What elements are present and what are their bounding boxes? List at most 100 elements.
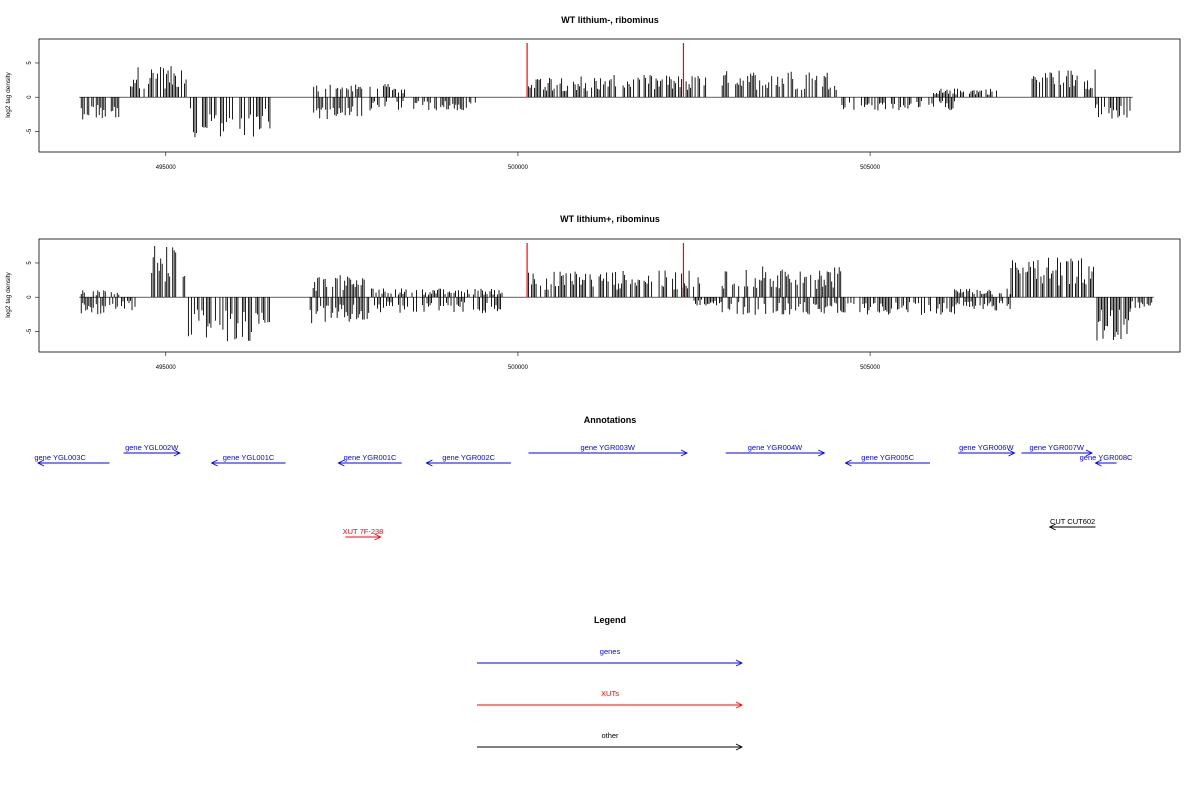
density-segment	[528, 270, 701, 298]
feature-gene: gene YGR008C	[1080, 453, 1133, 467]
y-tick-label: 0	[27, 295, 33, 299]
feature-label: gene YGR006W	[959, 443, 1014, 452]
feature-arrow	[528, 449, 688, 457]
density-segment	[369, 84, 405, 98]
y-tick-label: 5	[27, 61, 33, 65]
feature-arrow	[337, 459, 402, 467]
feature-label: gene YGR008C	[1080, 453, 1133, 462]
density-segment	[313, 84, 363, 98]
density-segment	[841, 97, 955, 111]
legend-arrow	[477, 743, 744, 751]
feature-arrow	[123, 449, 181, 457]
density-bars	[79, 243, 1154, 342]
x-tick-label: 500000	[508, 165, 529, 171]
feature-gene: gene YGR001C	[337, 453, 402, 467]
x-axis: 495000 500000 505000	[156, 152, 881, 171]
feature-arrow	[725, 449, 826, 457]
feature-arrow	[844, 459, 930, 467]
x-tick-label: 505000	[860, 165, 881, 171]
feature-gene: gene YGR002C	[425, 453, 511, 467]
density-segment	[955, 297, 1011, 311]
feature-gene: gene YGR007W	[1021, 443, 1093, 457]
density-segment	[189, 97, 271, 138]
legend-title: Legend	[594, 615, 626, 625]
feature-label: XUT 7F-238	[343, 527, 384, 536]
density-segment	[313, 97, 363, 120]
density-segment	[841, 297, 955, 315]
track-panel-lithium-minus: WT lithium-, ribominus log2 tag density …	[5, 15, 1181, 171]
feature-arrow	[958, 449, 1016, 457]
density-segment	[721, 71, 837, 98]
density-segment	[80, 290, 120, 298]
feature-arrow	[36, 459, 110, 467]
y-axis: -5 0 5	[27, 261, 39, 334]
feature-arrow	[1021, 449, 1093, 457]
feature-label: gene YGL002W	[125, 443, 179, 452]
feature-label: gene YGR003W	[580, 443, 635, 452]
feature-gene: gene YGL001C	[210, 453, 286, 467]
feature-gene: gene YGR004W	[725, 443, 826, 457]
density-segment	[933, 88, 997, 98]
legend-arrow	[477, 659, 744, 667]
density-bars	[79, 43, 1133, 138]
feature-arrow	[425, 459, 511, 467]
y-tick-label: -5	[27, 128, 33, 134]
y-axis: -5 0 5	[27, 61, 39, 134]
legend-item: XUTs	[477, 689, 744, 709]
legend-label: XUTs	[601, 689, 619, 698]
density-segment	[528, 74, 707, 98]
density-segment	[121, 297, 136, 311]
density-segment	[369, 97, 404, 111]
x-axis: 495000 500000 505000	[156, 352, 881, 371]
feature-label: gene YGL003C	[34, 453, 86, 462]
feature-label: gene YGR004W	[748, 443, 803, 452]
feature-gene: gene YGR006W	[958, 443, 1016, 457]
density-segment	[80, 97, 120, 120]
y-tick-label: -5	[27, 328, 33, 334]
feature-gene: gene YGL002W	[123, 443, 181, 457]
annotations-title: Annotations	[584, 415, 637, 425]
density-segment	[413, 97, 476, 111]
x-tick-label: 500000	[508, 365, 529, 371]
plot-frame	[38, 38, 1181, 153]
density-segment	[721, 266, 842, 298]
density-segment	[1010, 257, 1094, 298]
density-segment	[371, 288, 503, 298]
feature-gene: gene YGR003W	[528, 443, 688, 457]
density-segment	[1096, 297, 1131, 341]
x-tick-label: 495000	[156, 165, 177, 171]
legend-item: genes	[477, 647, 744, 667]
track-title: WT lithium+, ribominus	[560, 214, 660, 224]
feature-label: gene YGR002C	[442, 453, 495, 462]
feature-other: CUT CUT602	[1048, 517, 1096, 531]
feature-arrow	[345, 533, 382, 541]
feature-arrow	[1048, 523, 1096, 531]
feature-label: gene YGL001C	[223, 453, 275, 462]
annotation-features: gene YGL003C gene YGL002W gene YGL001C gene…	[34, 443, 1133, 541]
y-tick-label: 0	[27, 95, 33, 99]
feature-label: gene YGR007W	[1030, 443, 1085, 452]
track-title: WT lithium-, ribominus	[561, 15, 659, 25]
track-panel-lithium-plus: WT lithium+, ribominus log2 tag density …	[5, 214, 1181, 371]
density-segment	[721, 297, 842, 315]
feature-label: gene YGR001C	[344, 453, 397, 462]
feature-arrow	[1094, 459, 1117, 467]
density-segment	[1130, 297, 1153, 309]
legend-label: other	[601, 731, 619, 740]
legend-panel: Legend genes XUTs other	[477, 615, 744, 751]
x-tick-label: 495000	[156, 365, 177, 371]
density-segment	[693, 297, 722, 306]
legend-label: genes	[600, 647, 621, 656]
feature-label: CUT CUT602	[1050, 517, 1095, 526]
plot-frame	[38, 238, 1181, 353]
density-segment	[151, 245, 186, 298]
legend-items: genes XUTs other	[477, 647, 744, 751]
density-segment	[1031, 69, 1096, 98]
density-segment	[1095, 97, 1131, 119]
density-segment	[374, 297, 501, 314]
y-tick-label: 5	[27, 261, 33, 265]
feature-gene: gene YGL003C	[34, 453, 110, 467]
density-segment	[954, 288, 1011, 298]
feature-arrow	[210, 459, 286, 467]
y-axis-label: log2 tag density	[5, 71, 12, 117]
